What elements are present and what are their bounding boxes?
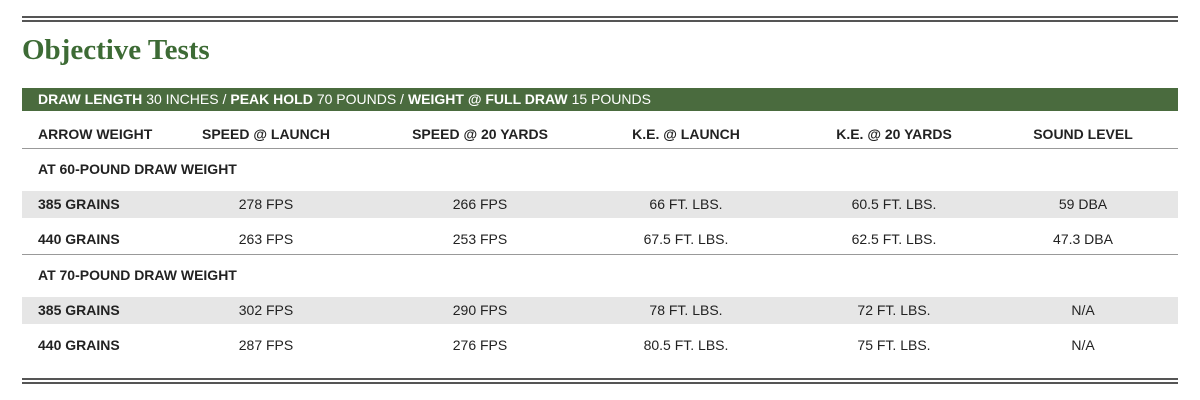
cell: 278 FPS [238, 196, 294, 212]
column-header: SPEED @ 20 YARDS [412, 126, 548, 142]
cell: 253 FPS [452, 231, 508, 247]
column-header: SOUND LEVEL [1033, 126, 1133, 142]
cell: 75 FT. LBS. [857, 337, 931, 353]
column-header: K.E. @ LAUNCH [632, 126, 740, 142]
top-rule [22, 16, 1178, 18]
divider [22, 148, 1178, 149]
row-label: 385 GRAINS [38, 302, 120, 318]
cell: 80.5 FT. LBS. [643, 337, 729, 353]
banner-segment: 30 INCHES / [146, 91, 227, 107]
bottom-rule [22, 378, 1178, 380]
row-band [22, 191, 1178, 218]
top-rule [22, 20, 1178, 22]
cell: N/A [1071, 337, 1095, 353]
column-header: K.E. @ 20 YARDS [836, 126, 952, 142]
cell: 263 FPS [238, 231, 294, 247]
title: Objective Tests [22, 34, 210, 66]
bottom-rule [22, 382, 1178, 384]
cell: N/A [1071, 302, 1095, 318]
row-label: 385 GRAINS [38, 196, 120, 212]
section-label: AT 60-POUND DRAW WEIGHT [38, 161, 237, 177]
cell: 290 FPS [452, 302, 508, 318]
cell: 276 FPS [452, 337, 508, 353]
section-label: AT 70-POUND DRAW WEIGHT [38, 267, 237, 283]
cell: 47.3 DBA [1053, 231, 1113, 247]
cell: 59 DBA [1058, 196, 1108, 212]
column-header: SPEED @ LAUNCH [202, 126, 330, 142]
banner: DRAW LENGTH 30 INCHES / PEAK HOLD 70 POUNDS… [22, 88, 1178, 111]
cell: 302 FPS [238, 302, 294, 318]
banner-segment: 15 POUNDS [571, 91, 651, 107]
row-label: 440 GRAINS [38, 231, 120, 247]
cell: 72 FT. LBS. [857, 302, 931, 318]
divider [22, 254, 1178, 255]
cell: 287 FPS [238, 337, 294, 353]
banner-segment: DRAW LENGTH [38, 91, 143, 107]
banner-segment: 70 POUNDS / [316, 91, 404, 107]
banner-segment: PEAK HOLD [230, 91, 313, 107]
banner-segment: WEIGHT @ FULL DRAW [407, 91, 568, 107]
row-band [22, 297, 1178, 324]
cell: 66 FT. LBS. [649, 196, 723, 212]
cell: 62.5 FT. LBS. [851, 231, 937, 247]
column-header: ARROW WEIGHT [38, 126, 153, 142]
row-label: 440 GRAINS [38, 337, 120, 353]
cell: 266 FPS [452, 196, 508, 212]
cell: 60.5 FT. LBS. [851, 196, 937, 212]
cell: 67.5 FT. LBS. [643, 231, 729, 247]
cell: 78 FT. LBS. [649, 302, 723, 318]
